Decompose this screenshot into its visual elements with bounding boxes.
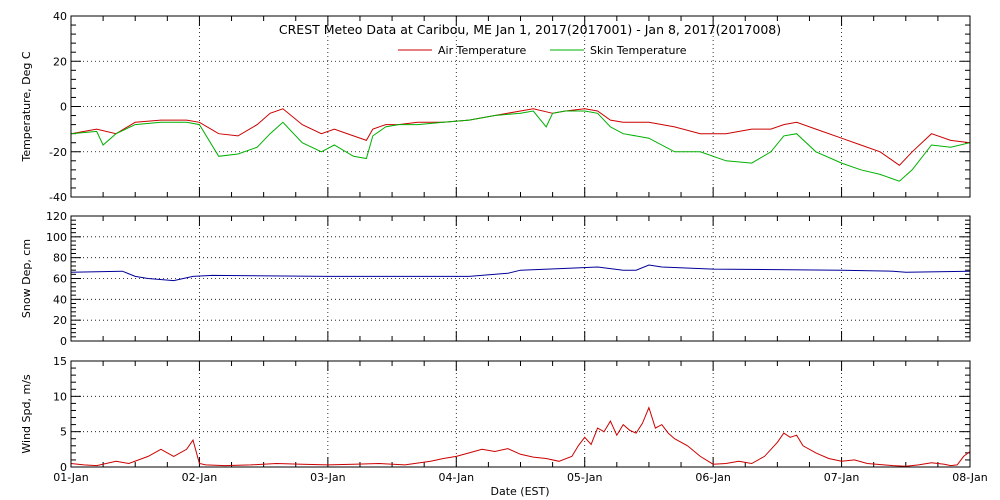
y-tick-label: -40 bbox=[49, 191, 67, 204]
y-axis-label: Snow Dep, cm bbox=[20, 239, 33, 318]
plot-frame bbox=[70, 15, 971, 198]
x-tick-label: 08-Jan bbox=[952, 471, 988, 484]
y-tick-label: 20 bbox=[53, 314, 67, 327]
y-tick-label: 60 bbox=[53, 273, 67, 286]
series-line-air-temperature bbox=[70, 108, 971, 166]
x-tick-label: 02-Jan bbox=[182, 471, 218, 484]
y-tick-label: 0 bbox=[60, 101, 67, 114]
y-tick-label: 5 bbox=[60, 426, 67, 439]
series-line-skin-temperature bbox=[70, 110, 971, 182]
y-axis-label: Temperature, Deg C bbox=[20, 51, 33, 162]
y-tick-label: 80 bbox=[53, 252, 67, 265]
x-tick-label: 05-Jan bbox=[567, 471, 603, 484]
x-axis-label: Date (EST) bbox=[490, 485, 549, 498]
x-tick-label: 06-Jan bbox=[695, 471, 731, 484]
y-tick-label: 40 bbox=[53, 10, 67, 23]
y-tick-label: 0 bbox=[60, 461, 67, 474]
y-tick-label: 0 bbox=[60, 335, 67, 348]
legend-air-label: Air Temperature bbox=[438, 44, 527, 57]
x-tick-label: 03-Jan bbox=[310, 471, 346, 484]
x-tick-label: 07-Jan bbox=[824, 471, 860, 484]
y-tick-label: 100 bbox=[46, 231, 67, 244]
plot-frame bbox=[70, 360, 971, 468]
x-tick-label: 04-Jan bbox=[439, 471, 475, 484]
y-tick-label: -20 bbox=[49, 146, 67, 159]
plot-frame bbox=[70, 215, 971, 342]
series-line-snow-depth bbox=[70, 264, 971, 282]
series-line-wind-speed bbox=[70, 406, 971, 467]
legend: Air Temperature Skin Temperature bbox=[398, 44, 687, 57]
chart-title: CREST Meteo Data at Caribou, ME Jan 1, 2… bbox=[279, 22, 781, 37]
legend-skin-label: Skin Temperature bbox=[590, 44, 687, 57]
y-tick-label: 120 bbox=[46, 210, 67, 223]
temperature-panel: -40 -20 0 20 40 Temperature, Deg C bbox=[20, 10, 971, 204]
y-tick-label: 20 bbox=[53, 55, 67, 68]
wind-speed-panel: 0 5 10 15 Wind Spd, m/s 01-Jan 02-Jan 03-Jan 04-… bbox=[20, 355, 988, 484]
y-tick-label: 40 bbox=[53, 293, 67, 306]
snow-depth-panel: 0 20 40 60 80 100 120 Snow Dep, cm bbox=[20, 210, 971, 348]
y-axis-label: Wind Spd, m/s bbox=[20, 374, 33, 454]
y-tick-label: 15 bbox=[53, 355, 67, 368]
x-tick-label: 01-Jan bbox=[53, 471, 89, 484]
y-tick-label: 10 bbox=[53, 390, 67, 403]
